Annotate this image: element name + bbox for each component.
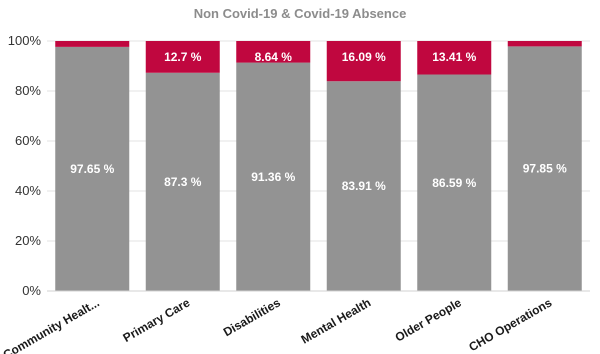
y-axis: 0% 20% 40% 60% 80% 100%	[8, 33, 42, 298]
data-label: 16.09 %	[342, 50, 386, 64]
data-label: 8.64 %	[255, 50, 293, 64]
y-tick-label: 60%	[15, 133, 41, 148]
bar-segment-non-covid	[236, 62, 311, 291]
bar-segment-non-covid	[507, 46, 582, 291]
data-label: 12.7 %	[164, 50, 202, 64]
x-tick-label: Older People	[393, 295, 464, 344]
x-tick-label: Primary Care	[121, 295, 193, 345]
x-tick-label: Community Healt...	[1, 295, 102, 354]
x-tick-label: Disabilities	[221, 295, 283, 339]
chart-title: Non Covid-19 & Covid-19 Absence	[193, 6, 407, 21]
bar-segment-non-covid	[417, 74, 492, 292]
bar-segment-covid	[55, 41, 130, 47]
y-tick-label: 80%	[15, 83, 41, 98]
data-label: 83.91 %	[342, 179, 386, 193]
bar-segment-non-covid	[326, 81, 401, 291]
bars: 97.65 % 87.3 % 12.7 % 91.36 % 8.64 % 83.91 % 1…	[55, 41, 582, 292]
data-label: 86.59 %	[432, 176, 476, 190]
data-label: 87.3 %	[164, 175, 202, 189]
bar-segment-covid	[236, 41, 311, 63]
x-tick-label: Mental Health	[299, 295, 374, 346]
y-tick-label: 40%	[15, 183, 41, 198]
y-tick-label: 0%	[22, 283, 41, 298]
x-axis: Community Healt... Primary Care Disabiliti…	[1, 290, 590, 354]
bar-segment-non-covid	[55, 46, 130, 291]
bar-segment-covid	[145, 41, 220, 73]
bar-segment-covid	[507, 41, 582, 47]
bar-segment-covid	[417, 41, 492, 75]
y-tick-label: 100%	[8, 33, 42, 48]
bar-segment-non-covid	[145, 72, 220, 291]
data-label: 91.36 %	[251, 170, 295, 184]
data-label: 13.41 %	[432, 50, 476, 64]
x-tick-label: CHO Operations	[466, 295, 554, 354]
data-label: 97.85 %	[523, 162, 567, 176]
bar-segment-covid	[326, 41, 401, 82]
y-tick-label: 20%	[15, 233, 41, 248]
data-label: 97.65 %	[70, 162, 114, 176]
